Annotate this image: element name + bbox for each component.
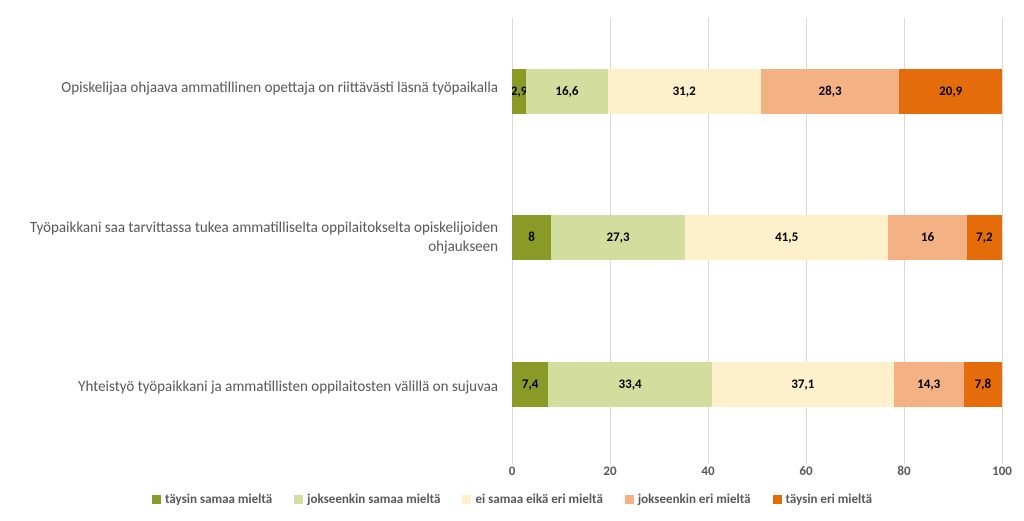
bar-segment: 41,5 — [685, 215, 888, 260]
bar-segment: 7,4 — [512, 362, 548, 407]
bar-segment: 7,8 — [964, 362, 1002, 407]
x-tick-label: 80 — [897, 464, 910, 479]
value-label: 20,9 — [939, 84, 962, 99]
value-label: 14,3 — [917, 377, 940, 392]
plot-area: Opiskelijaa ohjaava ammatillinen opettaj… — [22, 18, 1002, 458]
value-label: 31,2 — [673, 84, 696, 99]
bar-segment: 7,2 — [967, 215, 1002, 260]
bar-segment: 8 — [512, 215, 551, 260]
legend-label: ei samaa eikä eri mieltä — [475, 492, 602, 507]
bar-segment: 31,2 — [608, 69, 761, 114]
bar-segment: 37,1 — [712, 362, 894, 407]
legend-item: jokseenkin eri mieltä — [625, 492, 751, 507]
x-tick-label: 40 — [701, 464, 714, 479]
value-label: 37,1 — [791, 377, 814, 392]
legend-label: jokseenkin eri mieltä — [638, 492, 751, 507]
category-axis: Opiskelijaa ohjaava ammatillinen opettaj… — [22, 18, 512, 458]
value-label: 33,4 — [619, 377, 642, 392]
x-tick-label: 0 — [509, 464, 516, 479]
x-axis: 020406080100 — [22, 460, 1002, 482]
legend-label: täysin eri mieltä — [786, 492, 873, 507]
value-label: 7,4 — [522, 377, 539, 392]
bar-row: 7,4 33,4 37,1 14,3 7,8 — [512, 362, 1002, 407]
bar-segment: 27,3 — [551, 215, 685, 260]
legend-label: jokseenkin samaa mieltä — [307, 492, 440, 507]
legend-swatch — [462, 495, 471, 504]
value-label: 16,6 — [555, 84, 578, 99]
value-label: 27,3 — [607, 230, 630, 245]
x-tick-label: 60 — [799, 464, 812, 479]
bar-segment: 16,6 — [526, 69, 607, 114]
legend-swatch — [152, 495, 161, 504]
bar-row: 2,9 16,6 31,2 28,3 20,9 — [512, 69, 1002, 114]
legend-item: täysin eri mieltä — [773, 492, 873, 507]
legend-swatch — [773, 495, 782, 504]
category-label: Yhteistyö työpaikkani ja ammatillisten o… — [22, 378, 498, 397]
gridline — [1002, 18, 1003, 458]
bar-segment: 20,9 — [899, 69, 1002, 114]
bars-area: 2,9 16,6 31,2 28,3 20,9 8 27,3 41,5 16 7,2 7,4 33… — [512, 18, 1002, 458]
bar-segment: 2,9 — [512, 69, 526, 114]
bar-segment: 16 — [888, 215, 966, 260]
bar-segment: 28,3 — [761, 69, 900, 114]
value-label: 41,5 — [775, 230, 798, 245]
legend-item: jokseenkin samaa mieltä — [294, 492, 440, 507]
x-tick-label: 100 — [992, 464, 1012, 479]
legend: täysin samaa mieltä jokseenkin samaa miel… — [22, 492, 1002, 507]
legend-swatch — [294, 495, 303, 504]
value-label: 2,9 — [512, 84, 526, 99]
x-tick-label: 20 — [603, 464, 616, 479]
bar-segment: 14,3 — [894, 362, 964, 407]
legend-item: täysin samaa mieltä — [152, 492, 272, 507]
legend-label: täysin samaa mieltä — [165, 492, 272, 507]
value-label: 7,8 — [975, 377, 992, 392]
category-label: Työpaikkani saa tarvittassa tukea ammati… — [22, 219, 498, 257]
stacked-bar-chart: Opiskelijaa ohjaava ammatillinen opettaj… — [22, 18, 1002, 507]
value-label: 16 — [921, 230, 934, 245]
x-ticks: 020406080100 — [512, 460, 1002, 482]
value-label: 28,3 — [818, 84, 841, 99]
category-label: Opiskelijaa ohjaava ammatillinen opettaj… — [22, 79, 498, 98]
value-label: 8 — [528, 230, 535, 245]
bar-row: 8 27,3 41,5 16 7,2 — [512, 215, 1002, 260]
value-label: 7,2 — [976, 230, 993, 245]
legend-swatch — [625, 495, 634, 504]
bar-segment: 33,4 — [548, 362, 712, 407]
legend-item: ei samaa eikä eri mieltä — [462, 492, 602, 507]
